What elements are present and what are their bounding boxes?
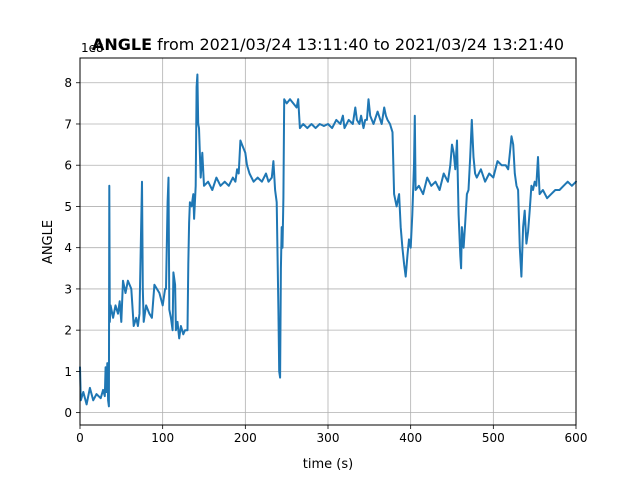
series-line — [79, 73, 577, 408]
chart-title: ANGLE from 2021/03/24 13:11:40 to 2021/0… — [92, 35, 564, 54]
chart-title-rest: from 2021/03/24 13:11:40 to 2021/03/24 1… — [152, 35, 564, 54]
y-tick-label: 5 — [64, 200, 72, 214]
y-tick-label: 8 — [64, 76, 72, 90]
y-tick-label: 6 — [64, 159, 72, 173]
x-tick-label: 100 — [151, 431, 174, 445]
x-axis-ticks: 0 100 200 300 400 500 600 — [76, 425, 587, 445]
y-axis-label: ANGLE — [41, 220, 56, 264]
x-axis-label: time (s) — [303, 457, 353, 472]
x-tick-label: 0 — [76, 431, 84, 445]
y-tick-label: 3 — [64, 282, 72, 296]
y-tick-label: 4 — [64, 241, 72, 255]
y-tick-label: 1 — [64, 365, 72, 379]
x-tick-label: 200 — [234, 431, 257, 445]
y-tick-label: 7 — [64, 117, 72, 131]
y-offset-text: 1e8 — [81, 41, 104, 55]
x-tick-label: 500 — [482, 431, 505, 445]
x-tick-label: 400 — [399, 431, 422, 445]
x-tick-label: 300 — [317, 431, 340, 445]
chart-title-bold: ANGLE — [92, 35, 152, 54]
y-tick-label: 0 — [64, 406, 72, 420]
y-axis-ticks: 0 1 2 3 4 5 6 7 8 — [64, 76, 80, 420]
x-tick-label: 600 — [565, 431, 588, 445]
y-tick-label: 2 — [64, 324, 72, 338]
